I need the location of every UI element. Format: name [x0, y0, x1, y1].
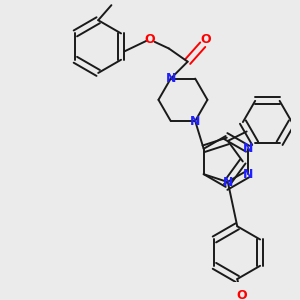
Text: O: O [200, 34, 211, 46]
Text: N: N [242, 142, 253, 155]
Text: N: N [223, 176, 233, 188]
Text: O: O [237, 290, 247, 300]
Text: O: O [145, 33, 155, 46]
Text: N: N [242, 168, 253, 181]
Text: N: N [166, 72, 176, 85]
Text: N: N [190, 115, 200, 128]
